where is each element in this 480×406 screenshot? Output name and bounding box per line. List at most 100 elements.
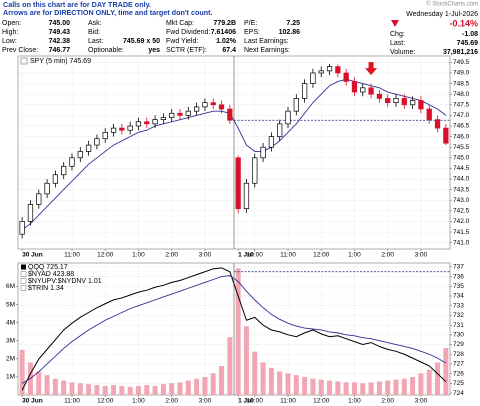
candle-body	[27, 204, 34, 222]
y-tick-label: 741.0	[453, 239, 470, 246]
y-tick-label: 747.5	[453, 101, 470, 108]
quote-value: 1.02%	[216, 38, 237, 45]
volume-bar	[260, 362, 266, 395]
volume-bar	[69, 382, 75, 395]
x-tick-label: 3:00	[199, 398, 212, 405]
y2-tick-label: 4M	[6, 319, 15, 326]
candle-body	[127, 125, 133, 131]
y2-tick-label: 1M	[6, 374, 15, 381]
volume-bar	[152, 385, 158, 395]
x-tick-label: 30 Jun	[22, 398, 43, 405]
volume-bar	[227, 337, 233, 395]
volume-bar	[185, 380, 191, 395]
quote-label: Prev Close:	[2, 47, 38, 54]
line-series	[21, 275, 447, 384]
x-tick-label: 1 Jul	[238, 398, 253, 405]
candle-body	[326, 66, 333, 72]
y-tick-label: 741.5	[453, 229, 470, 236]
summary-label: Last:	[390, 40, 405, 47]
candle-body	[285, 110, 291, 125]
candle-body	[227, 108, 233, 121]
notice-line: Arrows are for DIRECTION ONLY, time and …	[3, 8, 213, 17]
volume-bar	[360, 383, 366, 395]
quote-label: Last:	[88, 38, 103, 45]
quote-value: 67.4	[222, 47, 236, 54]
series-label: SPY (5 min) 745.69	[30, 58, 91, 65]
y-tick-label: 745.0	[453, 155, 470, 162]
volume-bar	[318, 379, 324, 395]
quote-label: Last Earnings:	[244, 38, 289, 45]
y-tick-label: 743.0	[453, 197, 470, 204]
y-tick-label: 747.0	[453, 112, 470, 119]
volume-bar	[235, 268, 241, 395]
volume-bar	[169, 383, 175, 395]
quote-label: SCTR (ETF):	[166, 47, 207, 54]
legend-entry: QQQ 725.17	[28, 264, 68, 271]
legend-icon	[20, 271, 27, 277]
y-tick-label: 733	[453, 302, 464, 309]
quote-label: Fwd Yield:	[166, 38, 198, 45]
candle-body	[152, 119, 158, 125]
summary-value: 745.69	[457, 40, 479, 47]
quote-label: Open:	[2, 20, 21, 27]
x-tick-label: 2:00	[165, 252, 178, 259]
candle-body	[393, 98, 399, 104]
candle-body	[310, 72, 316, 84]
quote-label: P/E:	[244, 20, 257, 27]
y-tick-label: 745.5	[453, 144, 470, 151]
x-tick-label: 1:00	[132, 252, 145, 259]
y-tick-label: 748.0	[453, 91, 470, 98]
volume-bar	[268, 367, 274, 395]
y-tick-label: 742.0	[453, 218, 470, 225]
quote-label: Next Earnings:	[244, 47, 290, 54]
volume-bar	[194, 378, 200, 395]
candle-body	[61, 165, 67, 176]
candle-body	[177, 112, 183, 116]
x-tick-label: 3:00	[415, 398, 428, 405]
candle-body	[260, 146, 266, 159]
y-tick-label: 728	[453, 351, 464, 358]
y-tick-label: 730	[453, 332, 464, 339]
candle-body	[119, 127, 125, 131]
candle-body	[385, 98, 391, 104]
volume-bar	[376, 381, 382, 395]
candle-body	[110, 127, 117, 133]
notice-box	[0, 0, 206, 18]
quote-label: Optionable:	[88, 47, 124, 54]
x-tick-label: 3:00	[199, 252, 212, 259]
notice-line: Calls on this chart are for DAY TRADE on…	[3, 0, 151, 9]
legend-entry: $TRIN 1.34	[28, 285, 64, 292]
line-series	[21, 267, 447, 391]
volume-bar	[302, 376, 308, 395]
candle-body	[401, 98, 407, 106]
volume-bar	[219, 366, 225, 395]
candle-body	[94, 138, 100, 146]
quote-value: 779.2B	[213, 20, 236, 27]
candle-body	[185, 110, 191, 116]
volume-bar	[285, 373, 291, 395]
volume-bar	[385, 380, 391, 395]
y-tick-label: 748.5	[453, 80, 470, 87]
candle-body	[202, 102, 208, 108]
quote-value: 7.25	[286, 20, 300, 27]
x-tick-label: 2:00	[381, 398, 394, 405]
y2-tick-label: 3M	[6, 337, 15, 344]
candle-body	[376, 93, 383, 99]
watermark: © StockCharts.com	[426, 1, 478, 8]
y-tick-label: 749.0	[453, 70, 470, 77]
candle-body	[243, 182, 250, 210]
candle-body	[44, 182, 50, 195]
y2-tick-label: 2M	[6, 356, 15, 363]
quote-value: 742.38	[49, 38, 71, 45]
candle-body	[69, 157, 75, 167]
y-tick-label: 744.5	[453, 165, 470, 172]
candle-body	[52, 174, 59, 184]
candle-body	[85, 144, 92, 152]
y-tick-label: 744.0	[453, 176, 470, 183]
volume-bar	[44, 375, 50, 395]
volume-bar	[327, 380, 333, 395]
x-tick-label: 2:00	[165, 398, 178, 405]
candle-body	[235, 157, 241, 210]
x-tick-label: 12:00	[313, 252, 330, 259]
candle-body	[144, 121, 150, 125]
